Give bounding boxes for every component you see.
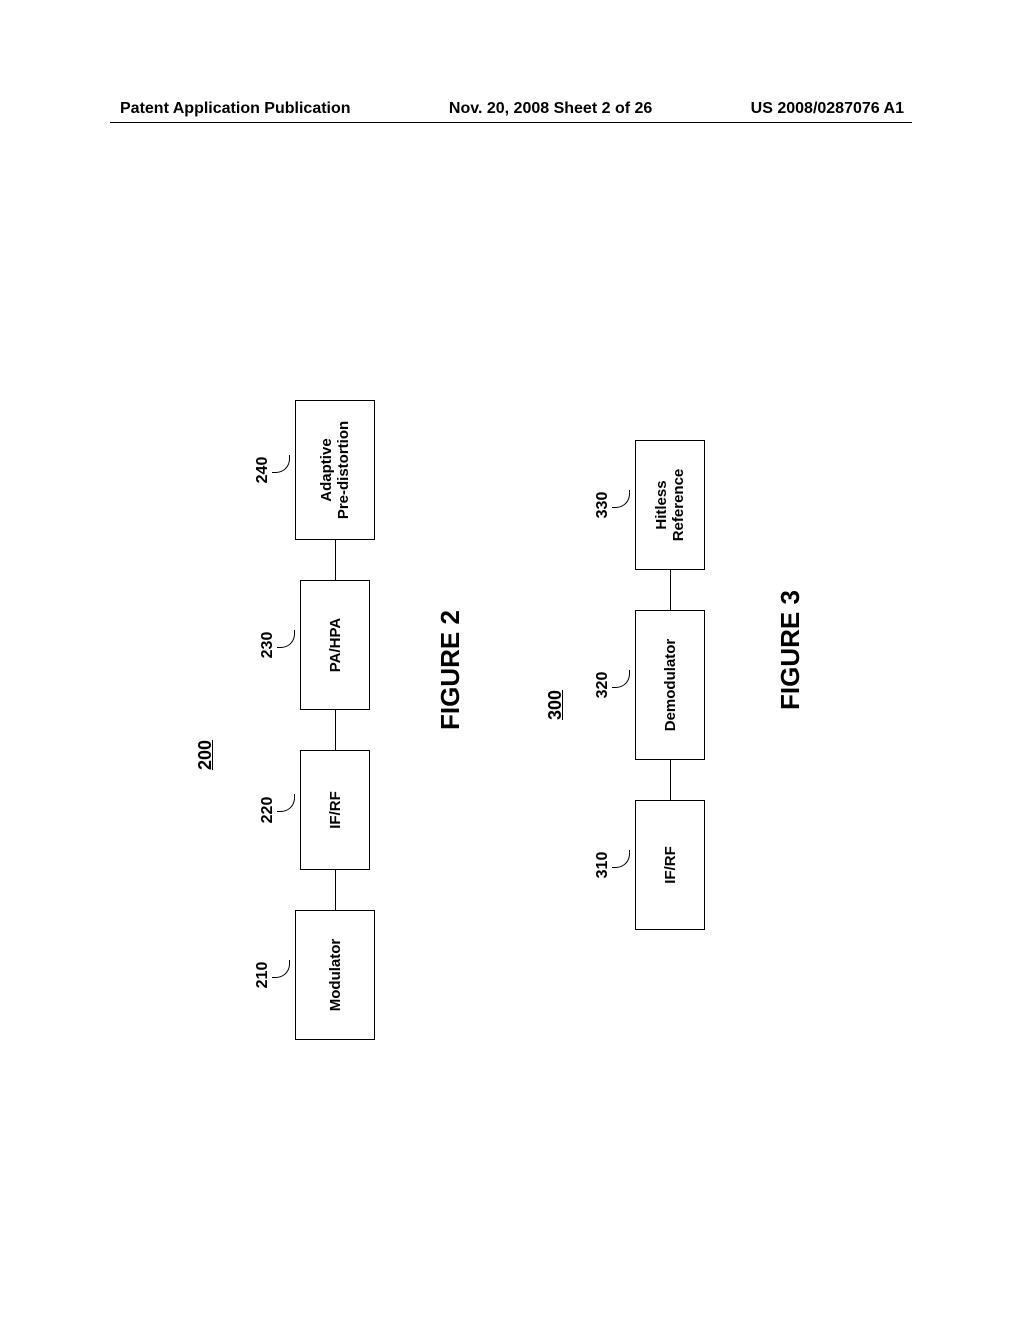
block-label-line1: Hitless <box>653 480 670 529</box>
connector <box>335 710 336 750</box>
block-label-line1: Adaptive <box>318 438 335 501</box>
system-ref-300: 300 <box>545 690 566 720</box>
lead-line <box>612 850 630 868</box>
ref-240: 240 <box>254 457 272 484</box>
header-left: Patent Application Publication <box>120 100 351 118</box>
block-label: PA/HPA <box>327 618 344 672</box>
header-rule <box>110 122 912 123</box>
lead-line <box>612 490 630 508</box>
ref-330: 330 <box>594 492 612 519</box>
block-label-line2: Pre-distortion <box>335 421 352 519</box>
block-hitless-reference: 330 Hitless Reference <box>635 440 705 570</box>
figure-2-title: FIGURE 2 <box>435 610 466 730</box>
lead-line <box>272 455 290 473</box>
lead-line <box>277 630 295 648</box>
rotated-canvas: 200 210 Modulator 220 IF/RF 230 PA/H <box>115 170 905 1190</box>
block-if-rf: 220 IF/RF <box>300 750 370 870</box>
figure-3-blocks-row: 310 IF/RF 320 Demodulator 330 Hitless Re… <box>635 440 705 930</box>
lead-line <box>277 794 295 812</box>
ref-220: 220 <box>259 797 277 824</box>
header-right: US 2008/0287076 A1 <box>751 100 904 118</box>
lead-line <box>612 670 630 688</box>
block-modulator: 210 Modulator <box>295 910 375 1040</box>
page-header: Patent Application Publication Nov. 20, … <box>0 100 1024 118</box>
system-ref-200: 200 <box>195 740 216 770</box>
connector <box>670 570 671 610</box>
block-demodulator: 320 Demodulator <box>635 610 705 760</box>
figure-2-blocks-row: 210 Modulator 220 IF/RF 230 PA/HPA <box>295 400 375 1040</box>
block-if-rf-rx: 310 IF/RF <box>635 800 705 930</box>
block-adaptive-predistortion: 240 Adaptive Pre-distortion <box>295 400 375 540</box>
ref-230: 230 <box>259 632 277 659</box>
header-center: Nov. 20, 2008 Sheet 2 of 26 <box>449 100 652 118</box>
block-label-line2: Reference <box>670 469 687 542</box>
connector <box>670 760 671 800</box>
ref-320: 320 <box>594 672 612 699</box>
ref-310: 310 <box>594 852 612 879</box>
ref-210: 210 <box>254 962 272 989</box>
connector <box>335 870 336 910</box>
block-pa-hpa: 230 PA/HPA <box>300 580 370 710</box>
page-content-area: 200 210 Modulator 220 IF/RF 230 PA/H <box>115 170 905 1190</box>
figure-3-title: FIGURE 3 <box>775 590 806 710</box>
block-label: IF/RF <box>662 846 679 884</box>
connector <box>335 540 336 580</box>
block-label: Modulator <box>327 939 344 1012</box>
block-label: Demodulator <box>662 639 679 732</box>
block-label: IF/RF <box>327 791 344 829</box>
lead-line <box>272 960 290 978</box>
